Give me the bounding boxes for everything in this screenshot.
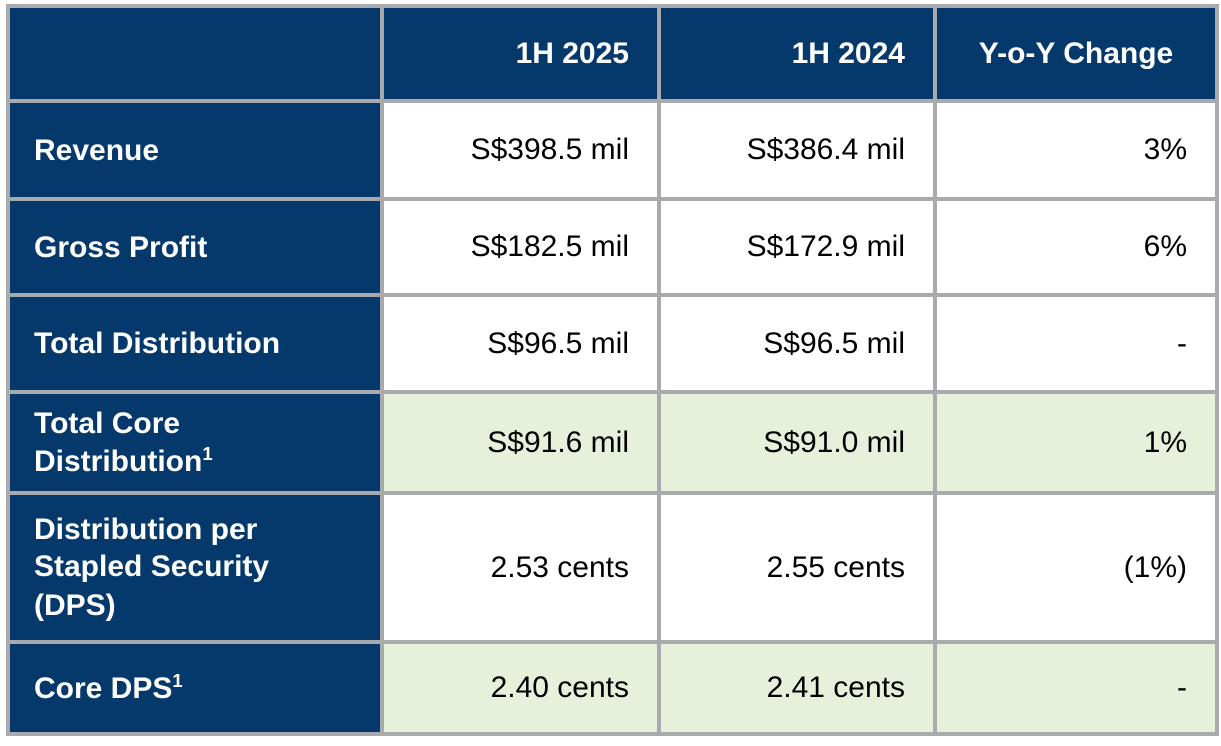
footnote-marker: 1: [202, 443, 213, 464]
table-row-core-dps: Core DPS1 2.40 cents 2.41 cents -: [6, 640, 1219, 736]
header-row: 1H 2025 1H 2024 Y-o-Y Change: [6, 4, 1219, 103]
cell-total-core-distribution-yoy: 1%: [933, 390, 1219, 495]
table-row-revenue: Revenue S$398.5 mil S$386.4 mil 3%: [6, 99, 1219, 201]
cell-dps-1h2025: 2.53 cents: [380, 491, 661, 644]
cell-gross-profit-yoy: 6%: [933, 197, 1219, 297]
row-label-total-distribution: Total Distribution: [6, 293, 384, 394]
row-label-revenue: Revenue: [6, 99, 384, 201]
table-row-total-core-distribution: Total Core Distribution1 S$91.6 mil S$91…: [6, 390, 1219, 495]
table-row-total-distribution: Total Distribution S$96.5 mil S$96.5 mil…: [6, 293, 1219, 394]
cell-gross-profit-1h2025: S$182.5 mil: [380, 197, 661, 297]
cell-dps-1h2024: 2.55 cents: [657, 491, 937, 644]
cell-core-dps-yoy: -: [933, 640, 1219, 736]
cell-dps-yoy: (1%): [933, 491, 1219, 644]
cell-total-distribution-1h2025: S$96.5 mil: [380, 293, 661, 394]
header-1h2024: 1H 2024: [657, 4, 937, 103]
cell-total-distribution-yoy: -: [933, 293, 1219, 394]
cell-gross-profit-1h2024: S$172.9 mil: [657, 197, 937, 297]
cell-core-dps-1h2025: 2.40 cents: [380, 640, 661, 736]
row-label-text: Revenue: [34, 133, 160, 167]
table-row-dps: Distribution per Stapled Security (DPS) …: [6, 491, 1219, 644]
row-label-gross-profit: Gross Profit: [6, 197, 384, 297]
cell-total-distribution-1h2024: S$96.5 mil: [657, 293, 937, 394]
row-label-dps: Distribution per Stapled Security (DPS): [6, 491, 384, 644]
cell-revenue-1h2025: S$398.5 mil: [380, 99, 661, 201]
row-label-text: Distribution per Stapled Security (DPS): [34, 512, 270, 622]
financial-results-table: 1H 2025 1H 2024 Y-o-Y Change Revenue S$3…: [6, 4, 1219, 736]
header-yoy-change: Y-o-Y Change: [933, 4, 1219, 103]
cell-core-dps-1h2024: 2.41 cents: [657, 640, 937, 736]
row-label-text: Gross Profit: [34, 230, 208, 264]
header-empty-cell: [6, 4, 384, 103]
table-row-gross-profit: Gross Profit S$182.5 mil S$172.9 mil 6%: [6, 197, 1219, 297]
header-1h2025: 1H 2025: [380, 4, 661, 103]
footnote-marker: 1: [172, 669, 183, 691]
row-label-text: Total Core Distribution: [34, 406, 203, 479]
row-label-text: Core DPS: [34, 671, 173, 705]
cell-total-core-distribution-1h2025: S$91.6 mil: [380, 390, 661, 495]
row-label-total-core-distribution: Total Core Distribution1: [6, 390, 384, 495]
cell-total-core-distribution-1h2024: S$91.0 mil: [657, 390, 937, 495]
financial-results-table-wrap: 1H 2025 1H 2024 Y-o-Y Change Revenue S$3…: [6, 4, 1219, 736]
cell-revenue-yoy: 3%: [933, 99, 1219, 201]
row-label-core-dps: Core DPS1: [6, 640, 384, 736]
cell-revenue-1h2024: S$386.4 mil: [657, 99, 937, 201]
row-label-text: Total Distribution: [34, 327, 281, 361]
